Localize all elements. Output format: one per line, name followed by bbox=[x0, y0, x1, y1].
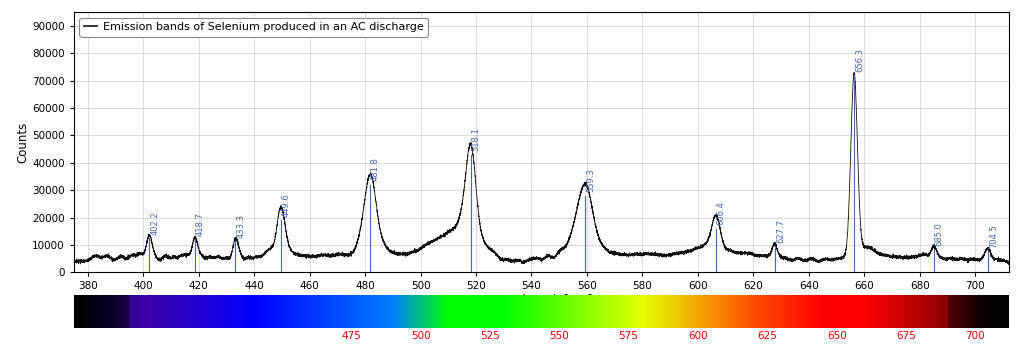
Text: 559.3: 559.3 bbox=[586, 169, 595, 192]
Text: 418.7: 418.7 bbox=[196, 212, 205, 236]
Text: 402.2: 402.2 bbox=[151, 211, 160, 235]
Y-axis label: Counts: Counts bbox=[16, 122, 30, 163]
Text: 627.7: 627.7 bbox=[776, 219, 784, 243]
Text: 656.3: 656.3 bbox=[855, 48, 864, 72]
Text: 518.1: 518.1 bbox=[472, 128, 481, 151]
Text: 449.6: 449.6 bbox=[282, 193, 291, 217]
Legend: Emission bands of Selenium produced in an AC discharge: Emission bands of Selenium produced in a… bbox=[79, 18, 428, 36]
Text: 433.3: 433.3 bbox=[237, 214, 246, 238]
X-axis label: Wavelength [nm]: Wavelength [nm] bbox=[490, 294, 592, 307]
Text: 606.4: 606.4 bbox=[717, 201, 726, 225]
Text: 685.0: 685.0 bbox=[935, 222, 944, 246]
Text: 481.8: 481.8 bbox=[371, 158, 380, 181]
Text: 704.5: 704.5 bbox=[989, 224, 998, 248]
